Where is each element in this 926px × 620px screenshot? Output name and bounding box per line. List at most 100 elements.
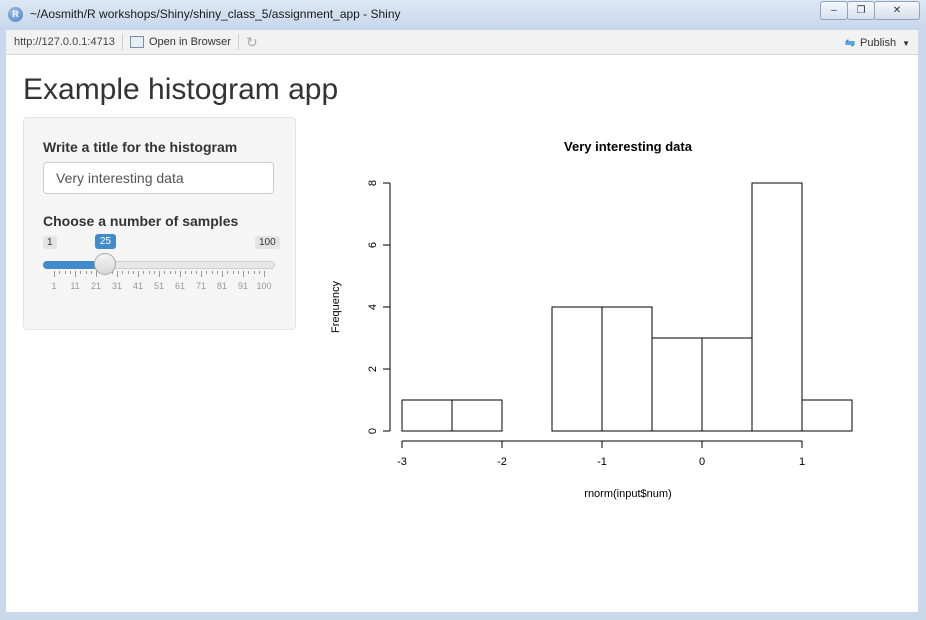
slider-tick xyxy=(180,271,181,277)
x-tick-label: -3 xyxy=(397,456,407,468)
y-axis-label: Frequency xyxy=(330,281,342,333)
r-app-icon: R xyxy=(8,7,23,22)
slider-tick xyxy=(248,271,250,274)
close-icon[interactable]: ✕ xyxy=(874,1,920,20)
slider-tick xyxy=(138,271,139,277)
open-in-browser-label: Open in Browser xyxy=(149,36,231,48)
y-tick-label: 2 xyxy=(367,366,379,372)
slider-tick xyxy=(153,271,155,274)
y-tick-label: 8 xyxy=(367,180,379,186)
viewer-toolbar: http://127.0.0.1:4713 Open in Browser ↻ … xyxy=(6,30,918,55)
slider-tick xyxy=(69,271,71,274)
slider-tick-label: 91 xyxy=(237,281,249,291)
publish-label: Publish xyxy=(860,37,897,49)
refresh-icon[interactable]: ↻ xyxy=(246,34,258,50)
chevron-down-icon[interactable]: ▼ xyxy=(902,38,910,48)
slider-tick-label: 21 xyxy=(90,281,102,291)
slider-tick xyxy=(211,271,213,274)
x-tick-label: -1 xyxy=(597,456,607,468)
slider-tick xyxy=(258,271,260,274)
slider-tick xyxy=(164,271,166,274)
publish-icon: ⇋ xyxy=(844,36,855,50)
slider-tick-label: 11 xyxy=(70,281,80,291)
slider-tick-label: 71 xyxy=(195,281,207,291)
slider-tick xyxy=(185,271,187,274)
slider-tick-label: 41 xyxy=(132,281,144,291)
histogram-plot: Very interesting data -3 -2 -1 0 1 0 2 4 6 8 rno… xyxy=(330,139,853,500)
slider-tick xyxy=(90,271,92,274)
slider-tick xyxy=(132,271,134,274)
histogram-bar xyxy=(451,399,503,432)
slider-handle[interactable] xyxy=(93,253,116,275)
slider-min-label: 1 xyxy=(43,236,57,249)
histogram-title-input[interactable] xyxy=(43,162,274,194)
histogram-bar xyxy=(401,399,453,432)
window-titlebar: R ~/Aosmith/R workshops/Shiny/shiny_clas… xyxy=(0,0,926,30)
histogram-bar xyxy=(601,306,653,432)
slider-tick xyxy=(232,271,234,274)
window-controls: – ❐ ✕ xyxy=(820,1,920,20)
browser-window-icon xyxy=(130,36,144,48)
sidebar-panel: Write a title for the histogram Choose a… xyxy=(23,117,296,330)
slider-tick xyxy=(59,271,61,274)
slider-tick xyxy=(143,271,145,274)
slider-value-label: 25 xyxy=(94,234,117,249)
slider-tick-label: 31 xyxy=(111,281,123,291)
y-tick-label: 0 xyxy=(367,428,379,434)
slider-tick xyxy=(222,271,223,277)
chart-title: Very interesting data xyxy=(564,139,693,154)
slider-tick-label: 1 xyxy=(51,281,57,291)
window-title: ~/Aosmith/R workshops/Shiny/shiny_class_… xyxy=(30,7,401,21)
slider-tick xyxy=(111,271,113,274)
app-content: Example histogram app Write a title for … xyxy=(6,55,918,612)
histogram-bar xyxy=(801,399,853,432)
open-in-browser-button[interactable]: Open in Browser xyxy=(130,36,231,48)
slider-tick xyxy=(122,271,124,274)
slider-tick xyxy=(216,271,218,274)
x-axis-label: rnorm(input$num) xyxy=(584,488,671,500)
slider-fill xyxy=(43,261,105,269)
histogram-bar xyxy=(701,337,753,432)
slider-tick xyxy=(264,271,265,277)
slider-tick-label: 61 xyxy=(174,281,186,291)
slider-tick xyxy=(80,271,82,274)
x-tick-label: 0 xyxy=(699,456,705,468)
slider-tick xyxy=(174,271,176,274)
slider-tick xyxy=(201,271,202,277)
slider-tick xyxy=(169,271,171,274)
slider-tick xyxy=(148,271,150,274)
slider-tick xyxy=(206,271,208,274)
url-label: http://127.0.0.1:4713 xyxy=(14,36,115,48)
slider-tick xyxy=(75,271,76,277)
histogram-bar xyxy=(651,337,703,432)
histogram-bar xyxy=(751,182,803,432)
slider-tick xyxy=(159,271,160,277)
slider-tick xyxy=(253,271,255,274)
x-tick-label: -2 xyxy=(497,456,507,468)
page-title: Example histogram app xyxy=(23,73,339,106)
slider-tick xyxy=(243,271,244,277)
slider-ticks: 1 11 21 31 41 51 61 71 81 91 100 xyxy=(24,118,295,329)
slider-tick xyxy=(117,271,118,277)
histogram-bar xyxy=(551,306,603,432)
publish-button[interactable]: ⇋ Publish ▼ xyxy=(845,36,910,50)
slider-tick xyxy=(96,271,97,277)
slider-tick xyxy=(227,271,229,274)
samples-slider-label: Choose a number of samples xyxy=(43,213,239,229)
minimize-icon[interactable]: – xyxy=(820,1,848,20)
slider-tick-label: 100 xyxy=(256,281,272,291)
y-tick-label: 6 xyxy=(367,242,379,248)
slider-tick xyxy=(190,271,192,274)
slider-tick xyxy=(64,271,66,274)
x-tick-label: 1 xyxy=(799,456,805,468)
slider-tick-label: 81 xyxy=(216,281,228,291)
y-tick-label: 4 xyxy=(367,304,379,310)
slider-tick xyxy=(237,271,239,274)
toolbar-divider xyxy=(122,34,123,50)
title-input-label: Write a title for the histogram xyxy=(43,139,238,155)
restore-icon[interactable]: ❐ xyxy=(847,1,875,20)
slider-tick xyxy=(85,271,87,274)
slider-tick-label: 51 xyxy=(153,281,165,291)
slider-tick xyxy=(54,271,55,277)
toolbar-divider xyxy=(238,34,239,50)
